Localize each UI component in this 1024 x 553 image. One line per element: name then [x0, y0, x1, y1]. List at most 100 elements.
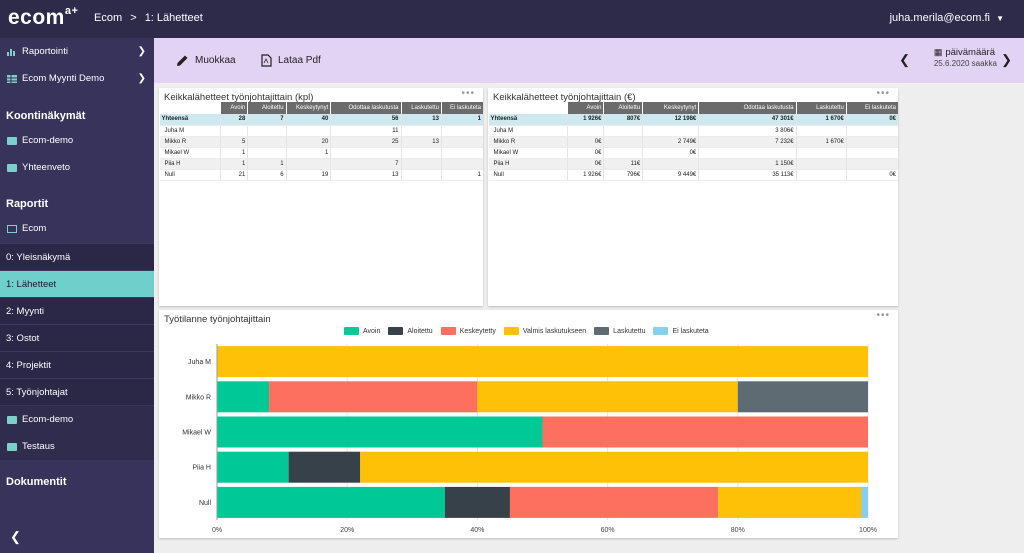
legend-item[interactable]: Valmis laskutukseen — [503, 327, 586, 335]
panel-menu-more-icon[interactable]: ••• — [876, 88, 890, 99]
sidebar-item-ecom-demo-2[interactable]: Ecom-demo — [0, 406, 154, 433]
table-cell: 25 — [330, 136, 402, 148]
panel-title: Keikkalähetteet työnjohtajittain (kpl) — [164, 92, 314, 103]
table-cell: 21 — [219, 169, 248, 181]
bar-segment — [542, 416, 868, 448]
panel-menu-more-icon[interactable]: ••• — [461, 88, 475, 99]
collapse-sidebar-chevron-left-icon[interactable]: ❮ — [10, 529, 21, 544]
column-header[interactable]: Ei laskuteta — [845, 102, 898, 114]
report-item-lahetteet[interactable]: 1: Lähetteet — [0, 270, 154, 297]
chevron-right-icon: ❯ — [137, 46, 146, 57]
table-cell: 0€ — [567, 147, 604, 159]
table-cell: 1 926€ — [567, 114, 604, 126]
bar-segment — [509, 486, 719, 518]
download-pdf-button[interactable]: Lataa Pdf — [261, 54, 321, 67]
table-cell: 13 — [400, 114, 442, 126]
x-tick-label: 0% — [212, 527, 222, 534]
table-cell: 9 449€ — [642, 169, 699, 181]
legend-item[interactable]: Aloitettu — [388, 327, 433, 335]
report-item-tyonjohtajat[interactable]: 5: Työnjohtajat — [0, 378, 154, 405]
table-cell: 28 — [219, 114, 248, 126]
table-cell: 12 198€ — [642, 114, 699, 126]
bar-segment — [737, 381, 868, 413]
table-cell: 5 — [219, 136, 248, 148]
legend-swatch — [344, 327, 359, 335]
column-header[interactable]: Laskutettu — [400, 102, 442, 114]
sidebar-item-ecom-demo[interactable]: Ecom-demo — [0, 127, 154, 154]
user-menu[interactable]: juha.merila@ecom.fi ▼ — [889, 12, 1004, 24]
table-cell: 1 150€ — [698, 158, 797, 170]
table-cell — [795, 158, 847, 170]
report-item-projektit[interactable]: 4: Projektit — [0, 351, 154, 378]
column-header[interactable]: Aloitettu — [603, 102, 643, 114]
table-cell: 13 — [400, 136, 442, 148]
table-cell: 1 670€ — [795, 136, 847, 148]
x-tick-label: 20% — [340, 527, 354, 534]
table-header-blank — [487, 102, 568, 114]
table-cell: 1 — [219, 158, 248, 170]
column-header[interactable]: Keskeytynyt — [642, 102, 699, 114]
edit-button[interactable]: Muokkaa — [176, 54, 236, 67]
row-label: Juha M — [488, 125, 568, 137]
table-cell: 3 806€ — [698, 125, 797, 137]
date-filter[interactable]: ▦ päivämäärä 25.6.2020 saakka — [934, 47, 997, 68]
table-cell — [440, 147, 483, 159]
column-header[interactable]: Ei laskuteta — [440, 102, 483, 114]
table-cell — [285, 158, 331, 170]
panel-menu-more-icon[interactable]: ••• — [876, 310, 890, 321]
row-label: Null — [159, 169, 221, 181]
legend-item[interactable]: Keskeytetty — [440, 327, 496, 335]
sidebar-item-label: Ecom-demo — [22, 414, 74, 425]
breadcrumb-root[interactable]: Ecom — [94, 12, 123, 24]
sidebar-item-testaus[interactable]: Testaus — [0, 433, 154, 460]
report-item-yleisnakyma[interactable]: 0: Yleisnäkymä — [0, 243, 154, 270]
breadcrumb-current: 1: Lähetteet — [144, 12, 203, 24]
bar-segment — [217, 346, 868, 378]
legend-item[interactable]: Laskutettu — [594, 327, 645, 335]
column-header[interactable]: Keskeytynyt — [285, 102, 331, 114]
table-cell — [247, 136, 287, 148]
bar-segment — [477, 381, 738, 413]
column-header[interactable]: Odottaa laskutusta — [698, 102, 797, 114]
table-cell — [642, 158, 699, 170]
sidebar-item-yhteenveto[interactable]: Yhteenveto — [0, 154, 154, 181]
sidebar-item-label: Ecom — [22, 223, 47, 234]
previous-date-chevron-left-icon[interactable]: ❮ — [899, 52, 910, 67]
x-tick-label: 40% — [470, 527, 484, 534]
column-header[interactable]: Avoin — [219, 102, 248, 114]
table-kpl: Avoin Aloitettu Keskeytynyt Odottaa laskutu… — [159, 102, 483, 181]
report-item-myynti[interactable]: 2: Myynti — [0, 297, 154, 324]
y-category-label: Null — [199, 500, 212, 507]
pencil-icon — [177, 55, 188, 66]
sidebar-item-label: Ecom Myynti Demo — [22, 73, 105, 84]
table-cell — [219, 125, 248, 137]
table-cell: 7 — [330, 158, 402, 170]
column-header[interactable]: Laskutettu — [795, 102, 847, 114]
bar-segment — [217, 381, 270, 413]
table-cell: 6 — [247, 169, 287, 181]
top-bar: ecoma+ Ecom > 1: Lähetteet juha.merila@e… — [0, 0, 1024, 38]
bar-segment — [217, 486, 445, 518]
table-cell — [845, 125, 898, 137]
column-header[interactable]: Avoin — [567, 102, 604, 114]
y-category-label: Piia H — [192, 465, 211, 472]
app-logo[interactable]: ecoma+ — [8, 5, 79, 29]
sidebar-item-raportointi[interactable]: Raportointi ❯ — [0, 38, 154, 65]
table-cell: 7 232€ — [698, 136, 797, 148]
row-label: Mikko R — [159, 136, 221, 148]
table-cell: 1 — [247, 158, 287, 170]
legend-item[interactable]: Ei laskuteta — [653, 327, 709, 335]
legend-label: Laskutettu — [613, 327, 646, 335]
table-cell: 13 — [330, 169, 402, 181]
sidebar-item-ecom-myynti-demo[interactable]: Ecom Myynti Demo ❯ — [0, 65, 154, 92]
bar-segment — [217, 451, 289, 483]
column-header[interactable]: Odottaa laskutusta — [330, 102, 402, 114]
legend-swatch — [440, 327, 456, 335]
folder-open-icon — [7, 224, 17, 233]
legend-item[interactable]: Avoin — [344, 327, 380, 335]
legend-swatch — [388, 327, 404, 335]
column-header[interactable]: Aloitettu — [247, 102, 287, 114]
sidebar-folder-ecom[interactable]: Ecom — [0, 215, 154, 242]
next-date-chevron-right-icon[interactable]: ❯ — [1001, 52, 1012, 67]
report-item-ostot[interactable]: 3: Ostot — [0, 324, 154, 351]
